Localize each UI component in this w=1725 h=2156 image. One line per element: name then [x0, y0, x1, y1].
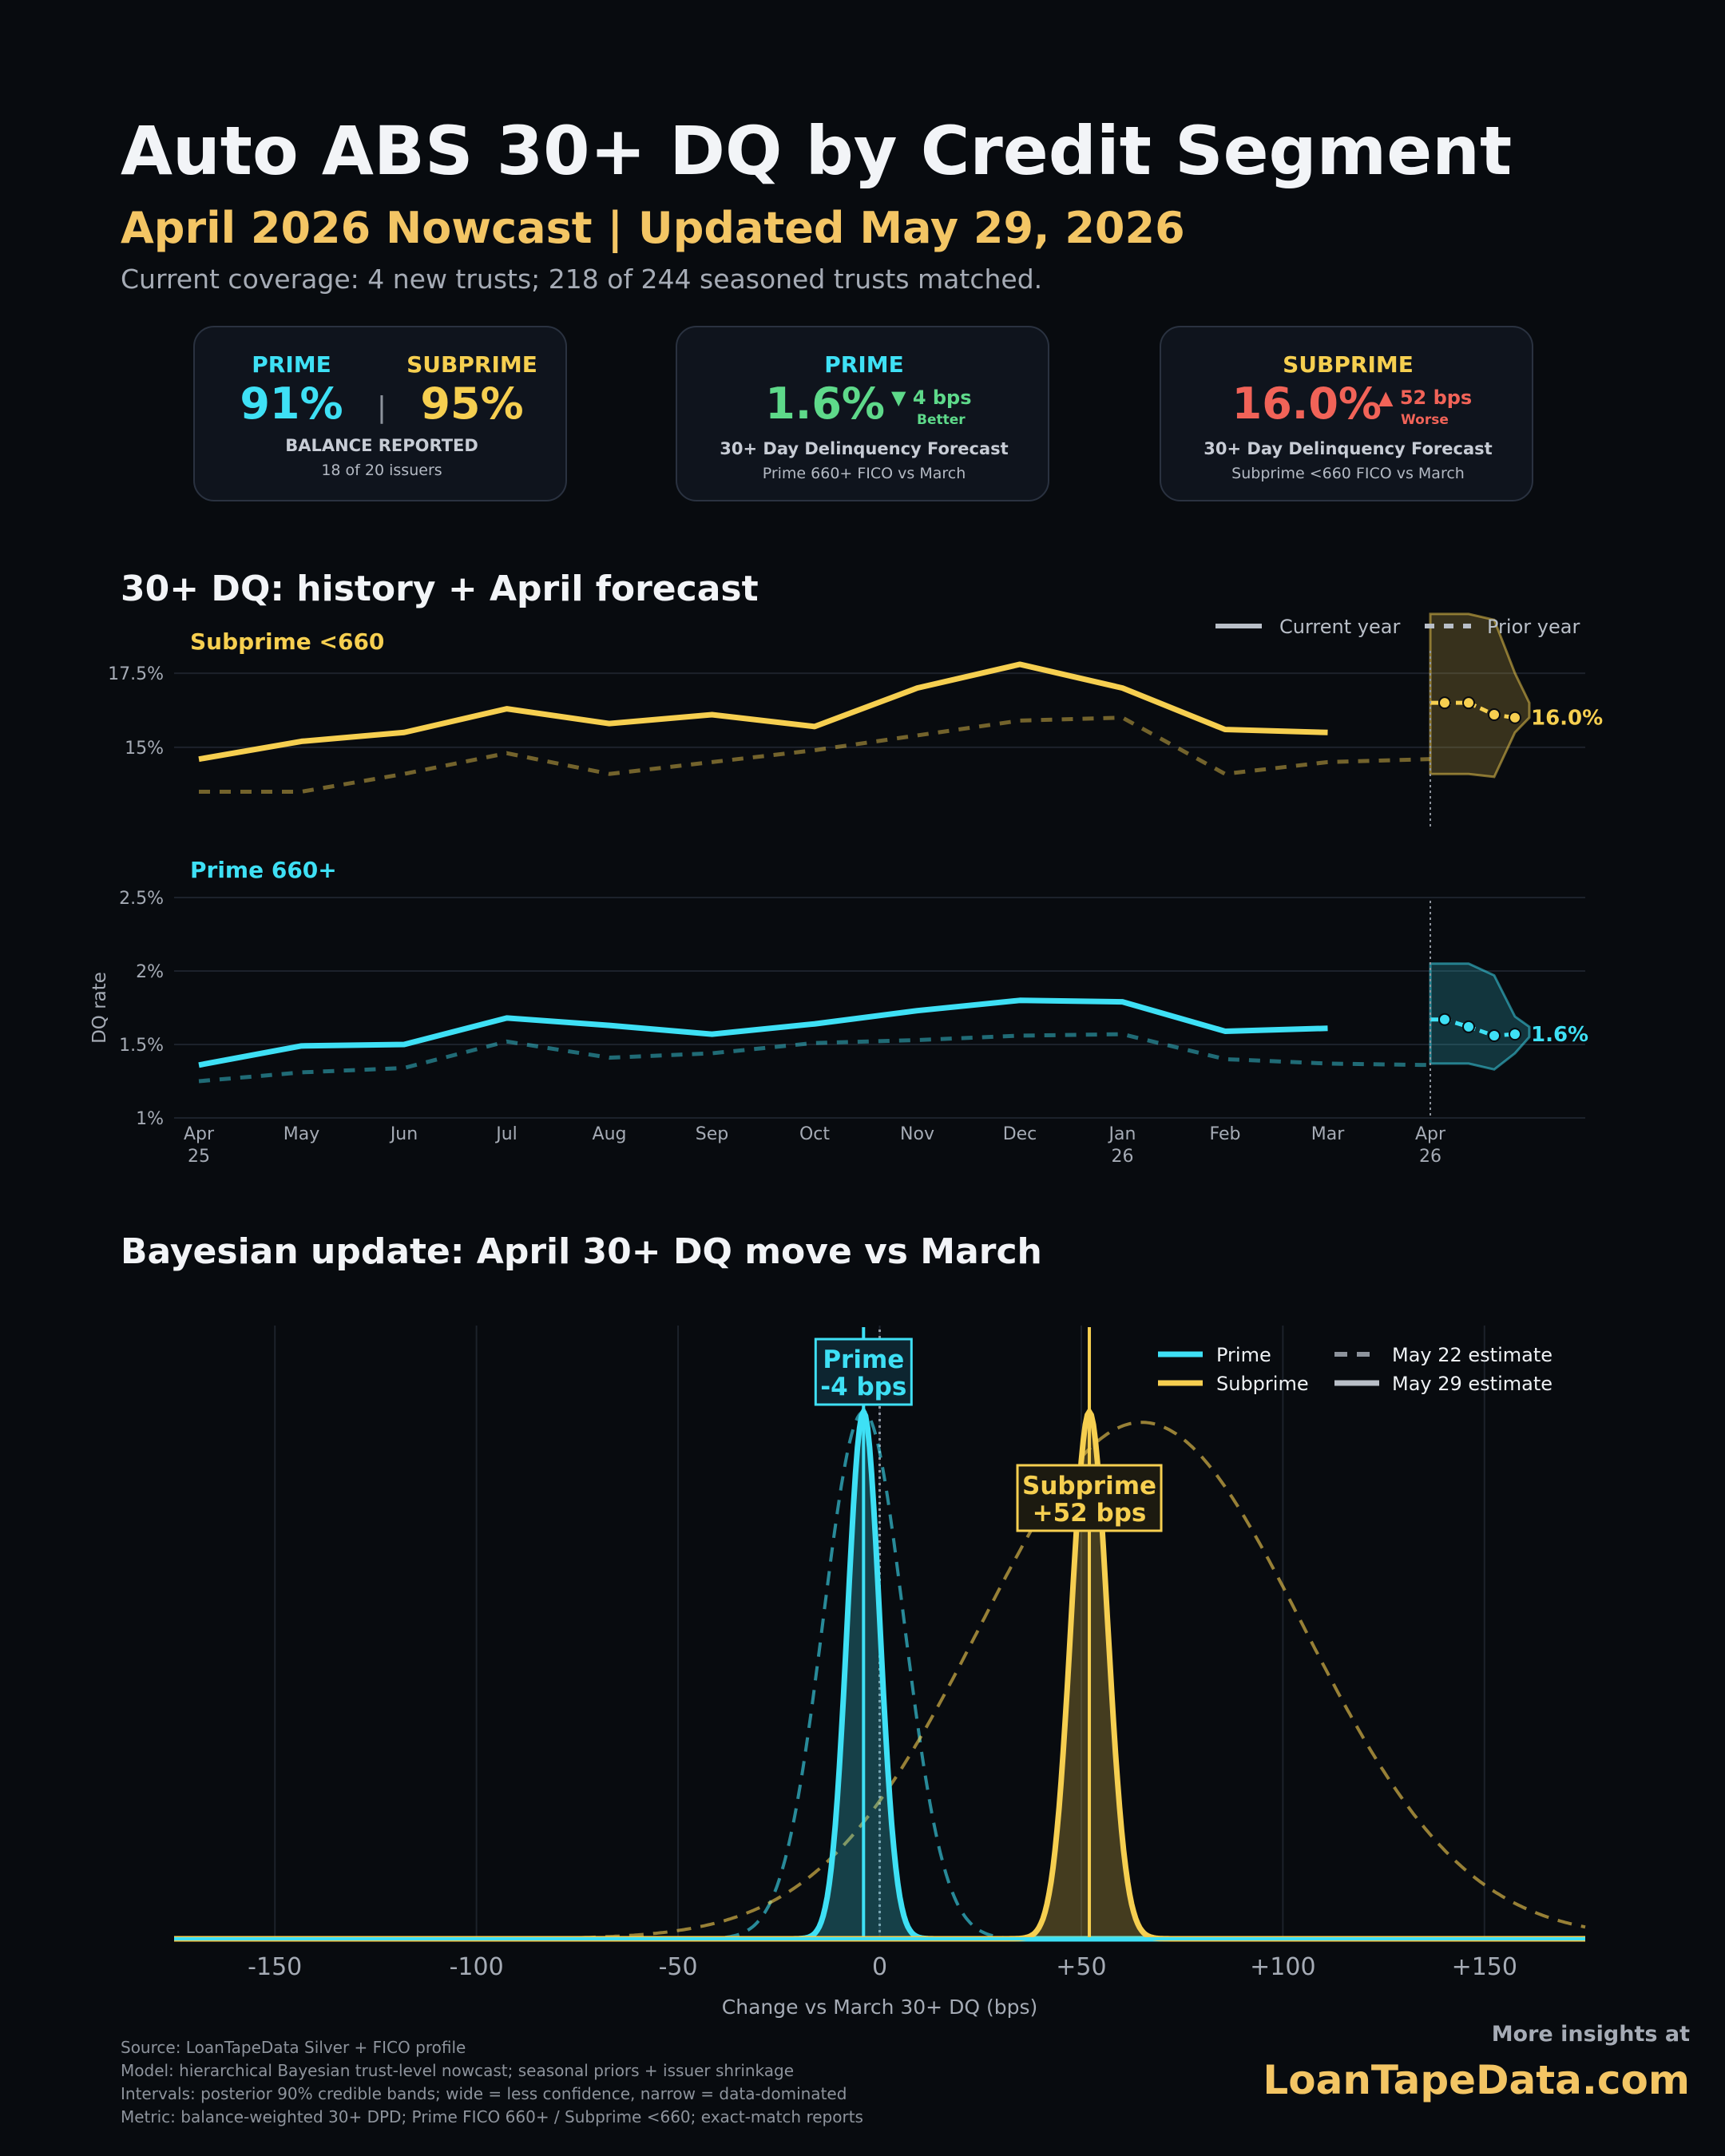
- forecast-band: [1429, 962, 1531, 1071]
- forecast-point: [1488, 1028, 1501, 1042]
- series-line-prior-year: [198, 1032, 1431, 1084]
- kpi-label: SUBPRIME: [1283, 351, 1414, 378]
- kpi-subprime-value: 16.0%: [1231, 378, 1382, 429]
- annotation-prime-box: [814, 1338, 913, 1406]
- kpi-card-subprime: SUBPRIME 16.0% ▲ 52 bps Worse 30+ Day De…: [1160, 326, 1533, 501]
- kpi-caption: 30+ Day Delinquency Forecast: [720, 439, 1009, 458]
- x-tick-label: +100: [1250, 1953, 1315, 1981]
- y-tick-label: 1.5%: [119, 1036, 164, 1056]
- x-tick-label: 0: [872, 1953, 887, 1981]
- section-title-history: 30+ DQ: history + April forecast: [121, 569, 759, 609]
- x-tick-label: Oct: [799, 1124, 830, 1144]
- series-line-current-year: [198, 661, 1328, 763]
- x-tick-label: Jul: [494, 1124, 518, 1144]
- kpi-caption: BALANCE REPORTED: [285, 436, 478, 455]
- coverage-note: Current coverage: 4 new trusts; 218 of 2…: [121, 264, 1043, 295]
- kpi-card-balance: PRIME SUBPRIME 91% | 95% BALANCE REPORTE…: [193, 326, 567, 501]
- forecast-point: [1509, 711, 1521, 724]
- legend-label-prime: Prime: [1216, 1344, 1271, 1366]
- page-subtitle: April 2026 Nowcast | Updated May 29, 202…: [121, 203, 1185, 253]
- y-tick-label: 15%: [125, 739, 164, 759]
- x-axis-label: Change vs March 30+ DQ (bps): [722, 1995, 1037, 2019]
- kpi-caption: 30+ Day Delinquency Forecast: [1204, 439, 1493, 458]
- legend-label-current-year: Current year: [1279, 616, 1400, 638]
- x-tick-label: -50: [659, 1953, 698, 1981]
- kpi-card-prime: PRIME 1.6% ▼ 4 bps Better 30+ Day Delinq…: [676, 326, 1049, 501]
- kpi-sub: Prime 660+ FICO vs March: [762, 465, 966, 482]
- kpi-label: PRIME: [824, 351, 904, 378]
- forecast-point: [1509, 1028, 1521, 1041]
- footer-line: Metric: balance-weighted 30+ DPD; Prime …: [121, 2107, 863, 2126]
- density-fill-may29-prime: [174, 1412, 1585, 1939]
- x-tick-label: Jan 26: [1108, 1124, 1136, 1167]
- footer-line: Source: LoanTapeData Silver + FICO profi…: [121, 2038, 466, 2057]
- forecast-value-label: 16.0%: [1531, 707, 1603, 731]
- annotation-prime-label: Prime -4 bps: [820, 1346, 906, 1401]
- annotation-subprime-label: Subprime +52 bps: [1022, 1472, 1156, 1528]
- forecast-value-label: 1.6%: [1531, 1023, 1588, 1047]
- kpi-sub: Subprime <660 FICO vs March: [1231, 465, 1465, 482]
- forecast-band: [1429, 612, 1531, 779]
- panel-label: Prime 660+: [190, 857, 337, 883]
- brand-link[interactable]: LoanTapeData.com: [1263, 2057, 1690, 2103]
- kpi-subprime-label: SUBPRIME: [406, 351, 537, 378]
- x-tick-label: Jun: [389, 1124, 418, 1144]
- page-title: Auto ABS 30+ DQ by Credit Segment: [121, 112, 1513, 190]
- y-tick-label: 1%: [136, 1109, 164, 1129]
- brand-prefix: More insights at: [1491, 2022, 1690, 2047]
- x-tick-label: +150: [1452, 1953, 1517, 1981]
- y-tick-label: 2.5%: [119, 889, 164, 909]
- kpi-sub: 18 of 20 issuers: [321, 462, 442, 479]
- kpi-prime-label: PRIME: [252, 351, 331, 378]
- forecast-point: [1438, 696, 1451, 710]
- panel-label: Subprime <660: [190, 628, 384, 655]
- x-tick-label: Nov: [900, 1124, 934, 1144]
- x-tick-label: Feb: [1210, 1124, 1241, 1144]
- x-tick-label: May: [284, 1124, 319, 1144]
- legend-label-may29: May 29 estimate: [1392, 1373, 1552, 1395]
- kpi-delta-note: Worse: [1401, 412, 1449, 428]
- kpi-separator: |: [376, 391, 387, 424]
- forecast-point: [1462, 1020, 1475, 1033]
- y-axis-label: DQ rate: [89, 972, 110, 1044]
- section-title-bayes: Bayesian update: April 30+ DQ move vs Ma…: [121, 1231, 1042, 1272]
- forecast-point: [1488, 708, 1501, 722]
- series-line-current-year: [198, 997, 1328, 1068]
- kpi-delta: ▼ 4 bps: [891, 386, 972, 409]
- y-tick-label: 2%: [136, 962, 164, 982]
- footer-line: Intervals: posterior 90% credible bands;…: [121, 2084, 847, 2103]
- forecast-point: [1438, 1013, 1451, 1026]
- x-tick-label: Aug: [593, 1124, 627, 1144]
- footer-notes: Source: LoanTapeData Silver + FICO profi…: [121, 2036, 863, 2129]
- x-tick-label: -150: [248, 1953, 302, 1981]
- kpi-prime-value: 1.6%: [765, 378, 885, 429]
- footer-line: Model: hierarchical Bayesian trust-level…: [121, 2061, 795, 2080]
- kpi-delta: ▲ 52 bps: [1378, 386, 1473, 409]
- x-tick-label: Sep: [696, 1124, 728, 1144]
- x-tick-label: +50: [1056, 1953, 1106, 1981]
- forecast-point: [1462, 696, 1475, 710]
- density-curve-may22-subprime: [174, 1421, 1586, 1940]
- y-tick-label: 17.5%: [108, 664, 164, 684]
- annotation-subprime-box: [1016, 1464, 1163, 1532]
- x-tick-label: Dec: [1003, 1124, 1037, 1144]
- kpi-delta-note: Better: [917, 412, 966, 428]
- kpi-prime-balance-value: 91%: [240, 378, 343, 429]
- legend-label-prior-year: Prior year: [1487, 616, 1580, 638]
- x-tick-label: Apr 26: [1415, 1124, 1446, 1167]
- x-tick-label: Mar: [1311, 1124, 1345, 1144]
- legend-label-may22: May 22 estimate: [1392, 1344, 1552, 1366]
- x-tick-label: -100: [450, 1953, 504, 1981]
- kpi-subprime-balance-value: 95%: [420, 378, 524, 429]
- legend-label-subprime: Subprime: [1216, 1373, 1309, 1395]
- x-tick-label: Apr 25: [184, 1124, 215, 1167]
